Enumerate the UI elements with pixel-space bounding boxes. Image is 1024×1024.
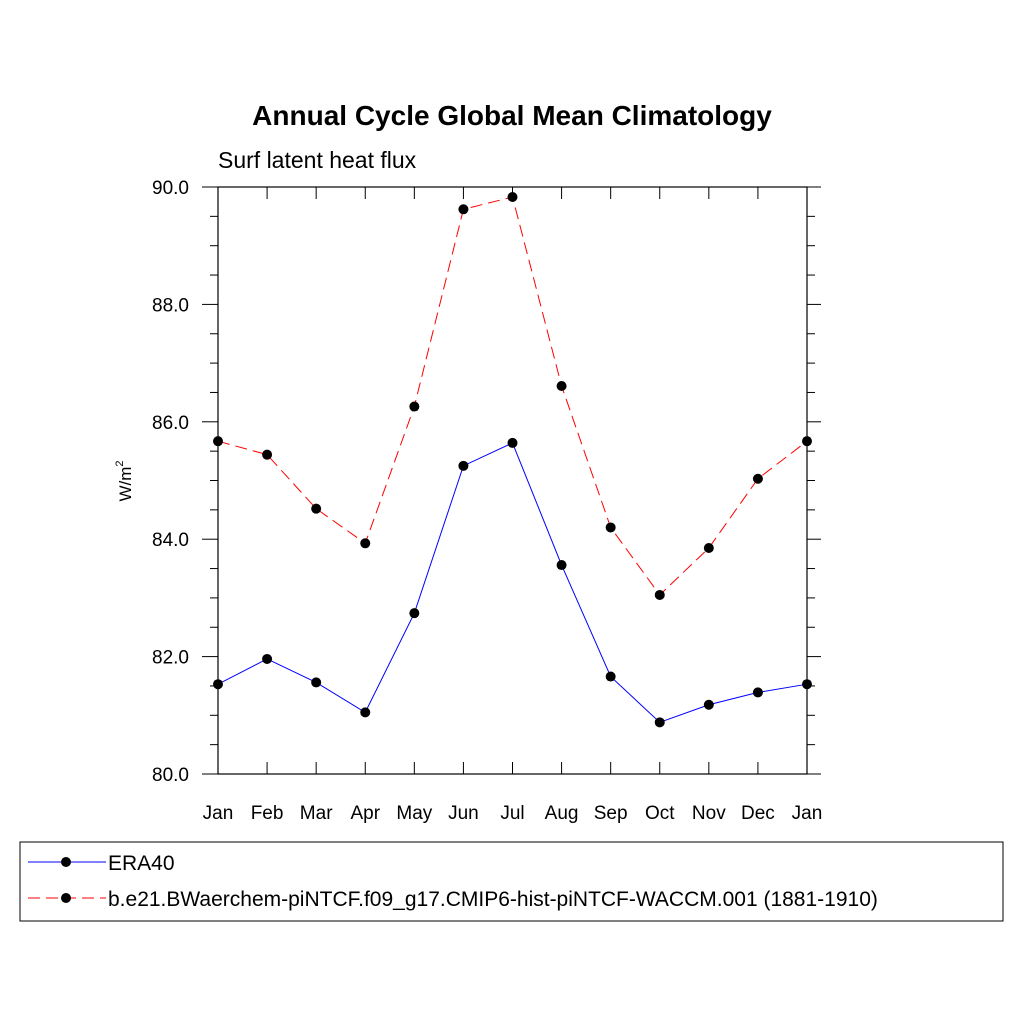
data-point (360, 538, 371, 549)
data-point (213, 679, 223, 690)
x-tick-label: Feb (251, 803, 284, 824)
data-point (262, 653, 273, 664)
data-point (605, 671, 616, 682)
data-point (507, 437, 518, 448)
chart-subtitle: Surf latent heat flux (218, 147, 417, 173)
data-point (654, 717, 665, 728)
legend-marker-1 (61, 893, 71, 903)
x-tick-label: Oct (645, 803, 675, 824)
data-point (752, 687, 763, 698)
axis-ticks (202, 186, 821, 775)
x-tick-label: Sep (594, 803, 628, 824)
data-point (605, 522, 616, 533)
data-point (703, 543, 714, 554)
svg-text:W/m2: W/m2 (114, 460, 135, 501)
data-point (703, 699, 714, 710)
series-line-0 (217, 442, 808, 723)
x-tick-label: Jul (500, 803, 524, 824)
x-tick-label: Jan (792, 803, 823, 824)
chart-title: Annual Cycle Global Mean Climatology (252, 100, 772, 131)
data-point (802, 436, 812, 447)
x-tick-label: Dec (741, 803, 775, 824)
series-markers (213, 191, 812, 728)
data-point (802, 679, 812, 690)
x-tick-label: Mar (300, 803, 333, 824)
data-point (311, 677, 322, 688)
data-point (311, 503, 322, 514)
data-point (458, 460, 469, 471)
data-point (213, 436, 223, 447)
data-point (409, 608, 420, 619)
legend-box (19, 841, 1004, 922)
y-axis-label: W/m2 (114, 460, 135, 501)
y-tick-label: 80.0 (152, 765, 189, 786)
y-axis-label-superscript: 2 (114, 460, 126, 466)
legend-marker-0 (61, 857, 71, 867)
y-tick-label: 82.0 (152, 648, 189, 669)
x-tick-label: Nov (692, 803, 726, 824)
x-tick-label: Apr (350, 803, 380, 824)
data-point (458, 204, 469, 215)
tick-labels: Jan Feb Mar Apr May Jun Jul Aug Sep Oct Nov Dec Jan 8… (152, 178, 822, 824)
series-line-1 (217, 196, 808, 596)
y-tick-label: 88.0 (152, 295, 189, 316)
x-tick-label: Jun (448, 803, 479, 824)
data-point (556, 380, 567, 391)
x-tick-label: May (396, 803, 432, 824)
y-tick-label: 84.0 (152, 530, 189, 551)
legend: ERA40 b.e21.BWaerchem-piNTCF.f09_g17.CMIP… (19, 841, 1004, 922)
data-point (262, 449, 273, 460)
y-tick-label: 90.0 (152, 178, 189, 199)
plot-frame (217, 186, 808, 775)
data-point (752, 473, 763, 484)
data-point (360, 707, 371, 718)
y-tick-label: 86.0 (152, 413, 189, 434)
x-tick-label: Jan (203, 803, 234, 824)
y-axis-label-unit: W/m (116, 467, 135, 502)
series-lines (217, 196, 808, 723)
legend-label-0: ERA40 (108, 852, 175, 875)
data-point (409, 401, 420, 412)
x-tick-label: Aug (545, 803, 579, 824)
data-point (556, 560, 567, 571)
data-point (507, 191, 518, 202)
legend-label-1: b.e21.BWaerchem-piNTCF.f09_g17.CMIP6-his… (108, 888, 878, 911)
data-point (654, 589, 665, 600)
